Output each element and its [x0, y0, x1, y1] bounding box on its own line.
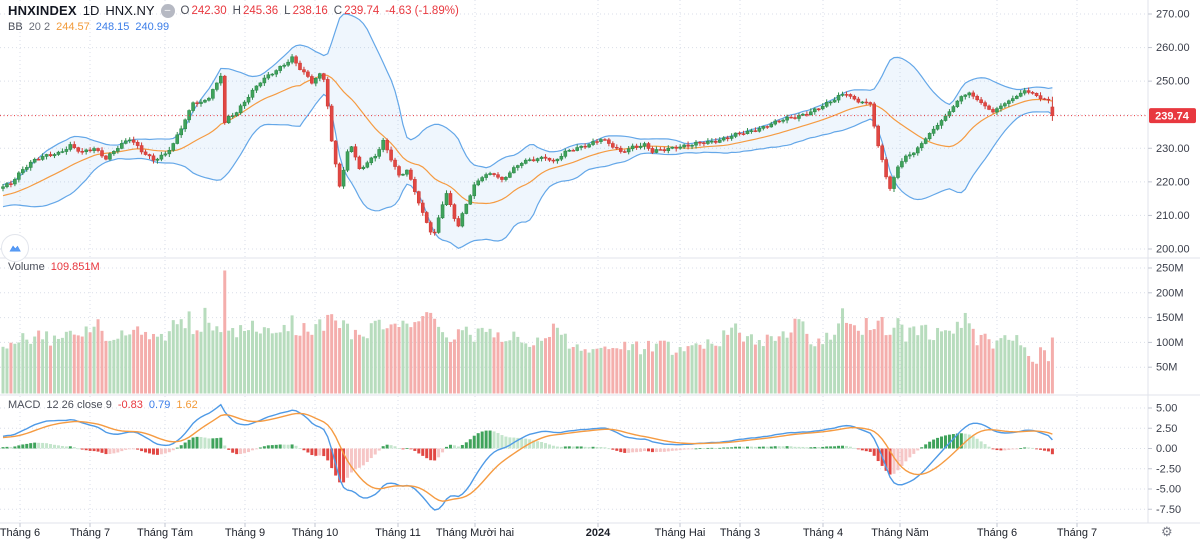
main-legend: HNXINDEX 1D HNX.NY – O 242.30 H 245.36 L 23… [8, 3, 459, 18]
macd-hist-value: -0.83 [117, 399, 143, 411]
bb-basis-line [2, 74, 1053, 205]
volume-value: 109.851M [50, 261, 100, 273]
time-axis[interactable]: Tháng 6 Tháng 7 Tháng Tám Tháng 9 Tháng 10 Th… [0, 523, 1097, 539]
price-axis[interactable]: 270.00 260.00 250.00 230.00 220.00 210.00 200.… [1148, 9, 1190, 516]
volume-layer [1, 270, 1054, 394]
time-tick-label: Tháng 7 [70, 527, 110, 539]
svg-text:150M: 150M [1156, 312, 1184, 324]
close-label: C [333, 4, 343, 17]
svg-text:230.00: 230.00 [1156, 143, 1190, 155]
svg-text:5.00: 5.00 [1156, 403, 1177, 415]
macd-layer [1, 403, 1054, 511]
bb-label[interactable]: BB [8, 21, 23, 33]
time-tick-label: Tháng 10 [292, 527, 338, 539]
svg-text:239.74: 239.74 [1155, 110, 1190, 122]
time-tick-label: Tháng 6 [977, 527, 1017, 539]
svg-text:-2.50: -2.50 [1156, 463, 1181, 475]
svg-text:-7.50: -7.50 [1156, 504, 1181, 516]
high-label: H [232, 4, 241, 17]
macd-label[interactable]: MACD [8, 399, 41, 411]
symbol-title[interactable]: HNXINDEX [8, 3, 77, 18]
svg-text:2.50: 2.50 [1156, 423, 1177, 435]
low-label: L [284, 4, 291, 17]
svg-text:200.00: 200.00 [1156, 243, 1190, 255]
exchange-logo-icon[interactable] [1, 234, 29, 262]
svg-text:210.00: 210.00 [1156, 210, 1190, 222]
svg-text:260.00: 260.00 [1156, 42, 1190, 54]
svg-text:220.00: 220.00 [1156, 176, 1190, 188]
candles-layer [1, 54, 1055, 236]
bb-basis-value: 244.57 [56, 21, 90, 33]
time-tick-label: Tháng 9 [225, 527, 265, 539]
time-tick-label: 2024 [586, 527, 611, 539]
low-value: 238.16 [292, 4, 328, 17]
high-value: 245.36 [242, 4, 279, 17]
change-value: -4.63 (-1.89%) [385, 4, 459, 17]
bb-upper-value: 248.15 [95, 21, 130, 33]
time-tick-label: Tháng 6 [0, 527, 40, 539]
svg-text:270.00: 270.00 [1156, 9, 1190, 21]
axis-settings-gear-button[interactable]: ⚙ [1161, 524, 1173, 539]
macd-params: 12 26 close 9 [46, 399, 112, 411]
svg-text:250.00: 250.00 [1156, 76, 1190, 88]
bb-lower-value: 240.99 [135, 21, 170, 33]
time-tick-label: Tháng Hai [655, 527, 706, 539]
svg-text:250M: 250M [1156, 263, 1184, 275]
open-value: 242.30 [191, 4, 227, 17]
bb-legend: BB 20 2 244.57 248.15 240.99 [8, 21, 169, 33]
time-tick-label: Tháng Tám [137, 527, 193, 539]
frame-lines [0, 0, 1200, 524]
current-price-axis-label: 239.74 [1149, 108, 1196, 124]
macd-legend: MACD 12 26 close 9 -0.83 0.79 1.62 [8, 399, 198, 411]
macd-line [2, 403, 1053, 511]
exchange-label[interactable]: HNX.NY [105, 3, 155, 18]
hide-indicator-icon[interactable]: – [160, 3, 175, 18]
macd-signal-value: 1.62 [176, 399, 198, 411]
grid-layer [0, 0, 1148, 523]
interval-label[interactable]: 1D [82, 3, 100, 18]
svg-text:50M: 50M [1156, 362, 1177, 374]
volume-legend: Volume 109.851M [8, 261, 100, 273]
volume-label[interactable]: Volume [8, 261, 45, 273]
macd-signal-line [2, 412, 1053, 502]
open-label: O [180, 4, 190, 17]
macd-line-value: 0.79 [148, 399, 171, 411]
time-tick-label: Tháng 7 [1057, 527, 1097, 539]
time-tick-label: Tháng Mười hai [436, 527, 514, 539]
svg-text:0.00: 0.00 [1156, 443, 1177, 455]
svg-text:100M: 100M [1156, 337, 1184, 349]
close-value: 239.74 [344, 4, 380, 17]
time-tick-label: Tháng Năm [871, 527, 928, 539]
time-tick-label: Tháng 3 [720, 527, 760, 539]
mountain-icon [9, 245, 21, 252]
bb-params: 20 2 [28, 21, 51, 33]
time-tick-label: Tháng 4 [803, 527, 843, 539]
svg-text:200M: 200M [1156, 287, 1184, 299]
time-tick-label: Tháng 11 [375, 527, 421, 539]
svg-text:-5.00: -5.00 [1156, 484, 1181, 496]
